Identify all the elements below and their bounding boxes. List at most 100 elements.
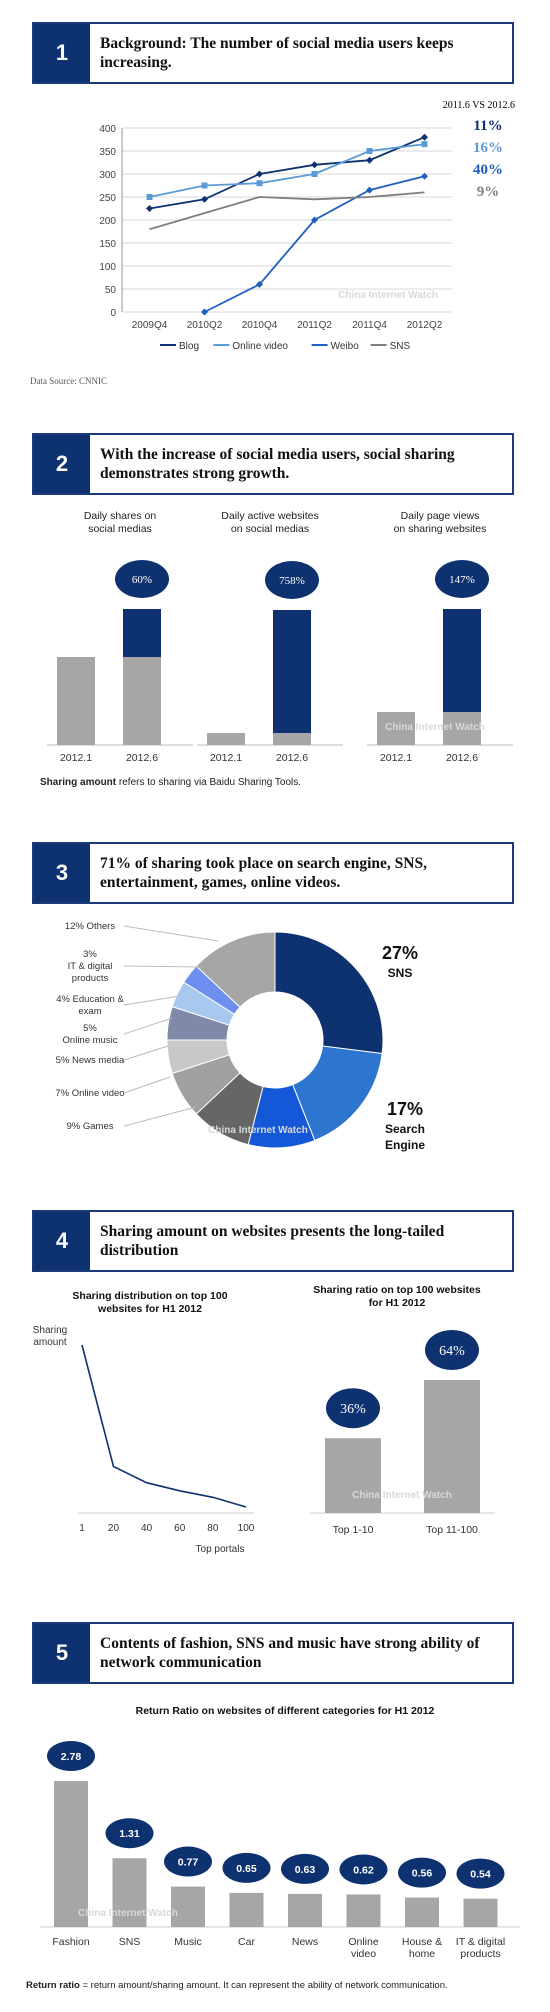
x-tick-label: News	[292, 1936, 318, 1948]
legend-label: Online video	[232, 341, 288, 352]
donut-slice	[274, 931, 384, 1055]
bar-2012-1	[207, 733, 245, 745]
growth-label: 758%	[279, 575, 305, 587]
x-tick-label: 2009Q4	[132, 320, 168, 331]
x-tick-label: video	[351, 1948, 376, 1960]
panel-title: Daily active websites	[221, 510, 318, 522]
y-tick-label: 150	[99, 239, 116, 250]
bar-2012-6-growth	[273, 610, 311, 733]
value-bubble	[105, 1818, 154, 1849]
slice-side-label: IT & digital	[68, 961, 113, 972]
chart-title: websites for H1 2012	[97, 1303, 202, 1315]
x-tick-label: 2012.1	[380, 752, 412, 764]
chart-title: for H1 2012	[369, 1297, 426, 1309]
x-tick-label: products	[460, 1948, 500, 1960]
value-label: 36%	[340, 1402, 366, 1417]
section-number: 5	[34, 1624, 90, 1682]
data-point	[201, 308, 208, 316]
chart-title: Return Ratio on websites of different ca…	[136, 1705, 435, 1717]
leader-line	[123, 925, 219, 942]
slice-side-label: products	[72, 973, 109, 984]
sharing-amount-note: Sharing amount refers to sharing via Bai…	[40, 777, 301, 788]
data-point	[311, 216, 318, 224]
slice-side-label: 5% News media	[56, 1055, 125, 1066]
section-number: 2	[34, 435, 90, 493]
bar	[463, 1898, 498, 1927]
value-label: 0.56	[412, 1868, 433, 1880]
x-tick-label: Online	[348, 1936, 379, 1948]
x-tick-label: 2012.1	[210, 752, 242, 764]
slice-pct-label: 27%	[382, 943, 418, 963]
x-tick-label: Top 11-100	[426, 1524, 478, 1536]
data-point	[146, 205, 153, 212]
data-point	[256, 170, 263, 178]
growth-bubble	[115, 560, 169, 598]
x-tick-label: 2012.6	[446, 752, 478, 764]
y-tick-label: 300	[99, 170, 116, 181]
bar-2012-6-growth	[123, 609, 161, 657]
data-point	[421, 141, 428, 148]
bar	[229, 1892, 264, 1927]
value-bubble	[456, 1858, 505, 1889]
value-bubble	[326, 1388, 380, 1429]
x-tick-label: 100	[238, 1523, 255, 1534]
value-label: 0.63	[295, 1864, 316, 1876]
x-tick-label: Music	[174, 1936, 201, 1948]
data-point	[421, 172, 428, 180]
slice-pct-label: 17%	[387, 1099, 423, 1119]
data-point	[366, 148, 373, 154]
data-point	[256, 280, 263, 288]
section-number: 4	[34, 1212, 90, 1270]
leader-line	[123, 1076, 171, 1094]
x-axis-label: Top portals	[196, 1544, 245, 1555]
slice-side-label: 7% Online video	[55, 1088, 124, 1099]
x-tick-label: 2011Q4	[352, 320, 387, 331]
section-2-header: 2 With the increase of social media user…	[32, 433, 514, 495]
section-4-header: 4 Sharing amount on websites presents th…	[32, 1210, 514, 1272]
bar	[171, 1886, 205, 1927]
value-label: 0.54	[470, 1869, 491, 1881]
slice-side-label: Online music	[63, 1035, 118, 1046]
bar-2012-1	[377, 712, 415, 745]
slice-side-label: 12% Others	[65, 921, 115, 932]
x-tick-label: IT & digital	[456, 1936, 505, 1948]
donut-slice	[292, 1045, 383, 1142]
value-label: 0.65	[236, 1863, 257, 1875]
watermark: China Internet Watch	[385, 722, 485, 733]
growth-label: 11%	[473, 118, 502, 134]
note-term: Sharing amount	[40, 777, 117, 788]
y-axis-label: amount	[33, 1337, 67, 1348]
x-tick-label: Fashion	[52, 1936, 90, 1948]
return-ratio-bar-chart: Return Ratio on websites of different ca…	[40, 1705, 520, 1960]
value-bubble	[398, 1857, 446, 1888]
x-tick-label: 2012Q2	[407, 320, 443, 331]
data-point	[366, 156, 373, 164]
user-growth-line-chart: 2011.6 VS 2012.6 0 50 100 150 200 250 300 350 400…	[99, 100, 515, 352]
x-tick-label: SNS	[119, 1936, 141, 1948]
data-point	[311, 171, 318, 177]
growth-label: 40%	[473, 162, 503, 178]
bar	[288, 1893, 322, 1927]
y-tick-label: 0	[110, 308, 116, 319]
growth-label: 16%	[473, 140, 503, 156]
legend-label: Weibo	[331, 341, 360, 352]
bar-2012-6-base	[273, 733, 311, 745]
leader-line	[123, 995, 181, 1006]
bar	[405, 1897, 439, 1927]
value-label: 0.77	[178, 1857, 199, 1869]
series-line	[149, 143, 425, 198]
note-term: Return ratio	[26, 1980, 80, 1991]
bar-2012-6-growth	[443, 609, 481, 712]
data-point	[256, 180, 263, 187]
chart-title: Sharing distribution on top 100	[72, 1290, 227, 1302]
value-bubble	[164, 1846, 212, 1877]
chart-title: Sharing ratio on top 100 websites	[313, 1285, 481, 1296]
x-tick-label: House &	[402, 1936, 442, 1948]
value-label: 0.62	[353, 1864, 374, 1876]
section-3-header: 3 71% of sharing took place on search en…	[32, 842, 514, 904]
series-line	[81, 1344, 247, 1508]
panel-title: on social medias	[231, 523, 309, 535]
series-line	[149, 136, 425, 210]
y-tick-label: 400	[99, 124, 116, 135]
